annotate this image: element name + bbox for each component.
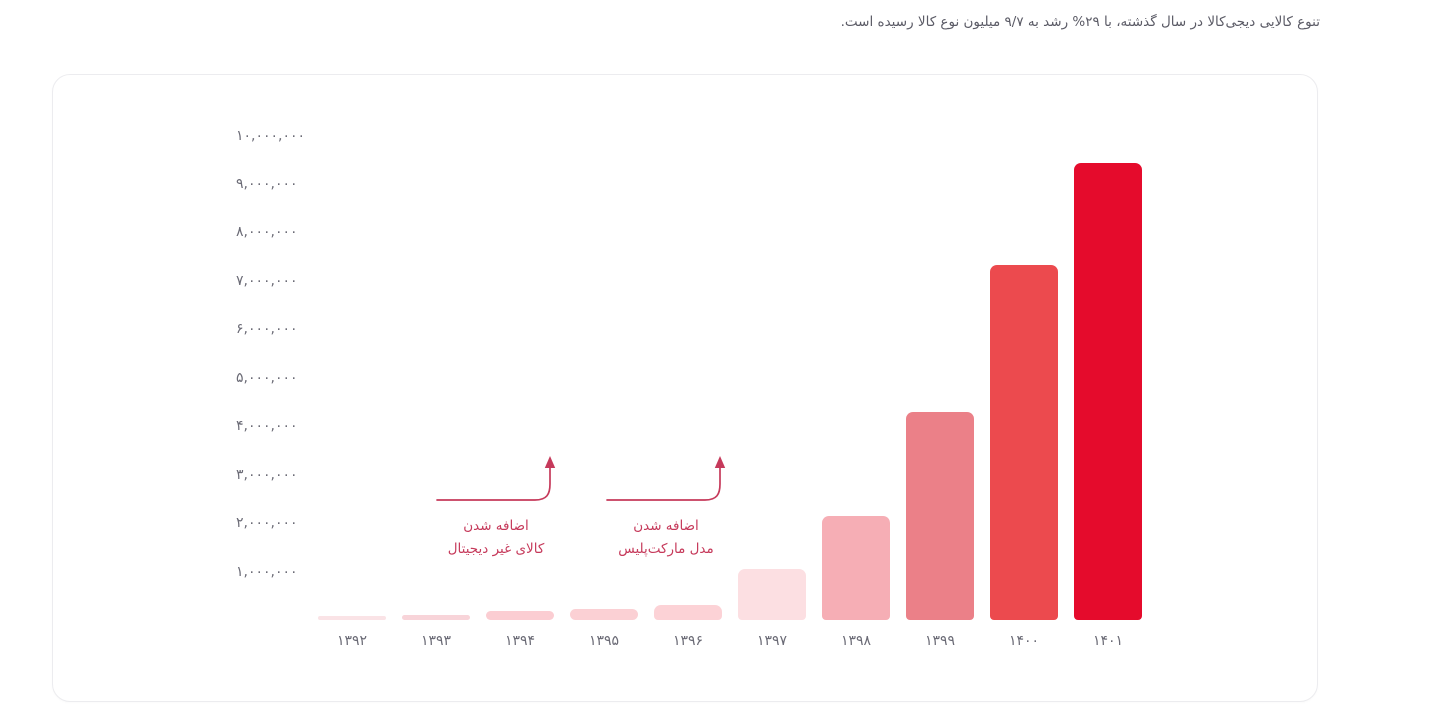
bar-group[interactable]: ۱۳۹۶ [654, 75, 722, 703]
bar-group[interactable]: ۱۳۹۲ [318, 75, 386, 703]
y-axis-tick-label: ۶,۰۰۰,۰۰۰ [236, 321, 298, 338]
annotation-marketplace-model [606, 456, 727, 502]
x-axis-tick-label: ۱۳۹۸ [840, 633, 872, 649]
bar-series: ۱۳۹۲ ۱۳۹۳ ۱۳۹۴ ۱۳۹۵ ۱۳۹۶ ۱۳۹۷ ۱۳۹۸ ۱۳۹۹ ۱۴۰۰ ۱۴۰۱ [53, 75, 1319, 703]
y-axis-tick-label: ۳,۰۰۰,۰۰۰ [236, 466, 298, 483]
curved-arrow-icon [606, 456, 726, 501]
bar-group[interactable]: ۱۳۹۹ [906, 75, 974, 703]
chart-subtitle: تنوع کالایی دیجی‌کالا در سال گذشته، با ۲… [840, 14, 1320, 30]
bar[interactable] [822, 515, 890, 620]
annotation-line-1: اضافه شدن [633, 518, 699, 534]
y-axis-tick-label: ۹,۰۰۰,۰۰۰ [236, 175, 298, 192]
x-axis-tick-label: ۱۳۹۵ [588, 633, 620, 649]
y-axis-tick-label: ۵,۰۰۰,۰۰۰ [236, 369, 298, 386]
bar-group[interactable]: ۱۳۹۷ [738, 75, 806, 703]
arrow-head-icon [544, 456, 556, 468]
x-axis-tick-label: ۱۳۹۲ [336, 633, 368, 649]
annotation-line-2: کالای غیر دیجیتال [447, 541, 545, 557]
bar[interactable] [1074, 162, 1142, 620]
y-axis-tick-label: ۸,۰۰۰,۰۰۰ [236, 224, 298, 241]
x-axis-tick-label: ۱۳۹۷ [756, 633, 788, 649]
x-axis-tick-label: ۱۳۹۶ [672, 633, 704, 649]
bar[interactable] [738, 569, 806, 620]
annotation-line-2: مدل مارکت‌پلیس [618, 541, 714, 557]
annotation-line-1: اضافه شدن [463, 518, 529, 534]
y-axis-tick-label: ۱,۰۰۰,۰۰۰ [236, 563, 298, 580]
y-axis-tick-label: ۱۰,۰۰۰,۰۰۰ [236, 127, 306, 144]
x-axis-tick-label: ۱۴۰۰ [1008, 633, 1040, 649]
chart-subtitle-row: تنوع کالایی دیجی‌کالا در سال گذشته، با ۲… [0, 9, 1429, 39]
bar-group[interactable]: ۱۴۰۱ [1074, 75, 1142, 703]
bar[interactable] [318, 616, 386, 620]
chart-plot-area: ۱۰,۰۰۰,۰۰۰ ۹,۰۰۰,۰۰۰ ۸,۰۰۰,۰۰۰ ۷,۰۰۰,۰۰۰ ۶,۰… [53, 75, 1319, 703]
curved-arrow-icon [436, 456, 556, 501]
x-axis-tick-label: ۱۳۹۳ [420, 633, 452, 649]
annotation-label-non-digital-goods: اضافه شدن کالای غیر دیجیتال [421, 515, 571, 561]
bar[interactable] [570, 608, 638, 620]
bar[interactable] [654, 605, 722, 620]
arrow-head-icon [714, 456, 726, 468]
bar[interactable] [402, 614, 470, 620]
bar-group[interactable]: ۱۳۹۵ [570, 75, 638, 703]
bar[interactable] [906, 411, 974, 620]
y-axis: ۱۰,۰۰۰,۰۰۰ ۹,۰۰۰,۰۰۰ ۸,۰۰۰,۰۰۰ ۷,۰۰۰,۰۰۰ ۶,۰… [53, 75, 323, 703]
bar-group[interactable]: ۱۴۰۰ [990, 75, 1058, 703]
y-axis-tick-label: ۴,۰۰۰,۰۰۰ [236, 418, 298, 435]
annotation-label-marketplace-model: اضافه شدن مدل مارکت‌پلیس [591, 515, 741, 561]
chart-card: ۱۰,۰۰۰,۰۰۰ ۹,۰۰۰,۰۰۰ ۸,۰۰۰,۰۰۰ ۷,۰۰۰,۰۰۰ ۶,۰… [52, 74, 1318, 702]
bar[interactable] [990, 264, 1058, 620]
x-axis-tick-label: ۱۳۹۹ [924, 633, 956, 649]
y-axis-tick-label: ۲,۰۰۰,۰۰۰ [236, 515, 298, 532]
annotation-non-digital-goods [436, 456, 557, 502]
bar-group[interactable]: ۱۳۹۸ [822, 75, 890, 703]
bar-group[interactable]: ۱۳۹۳ [402, 75, 470, 703]
y-axis-tick-label: ۷,۰۰۰,۰۰۰ [236, 272, 298, 289]
x-axis-tick-label: ۱۳۹۴ [504, 633, 536, 649]
bar-group[interactable]: ۱۳۹۴ [486, 75, 554, 703]
bar[interactable] [486, 610, 554, 620]
x-axis-tick-label: ۱۴۰۱ [1092, 633, 1124, 649]
